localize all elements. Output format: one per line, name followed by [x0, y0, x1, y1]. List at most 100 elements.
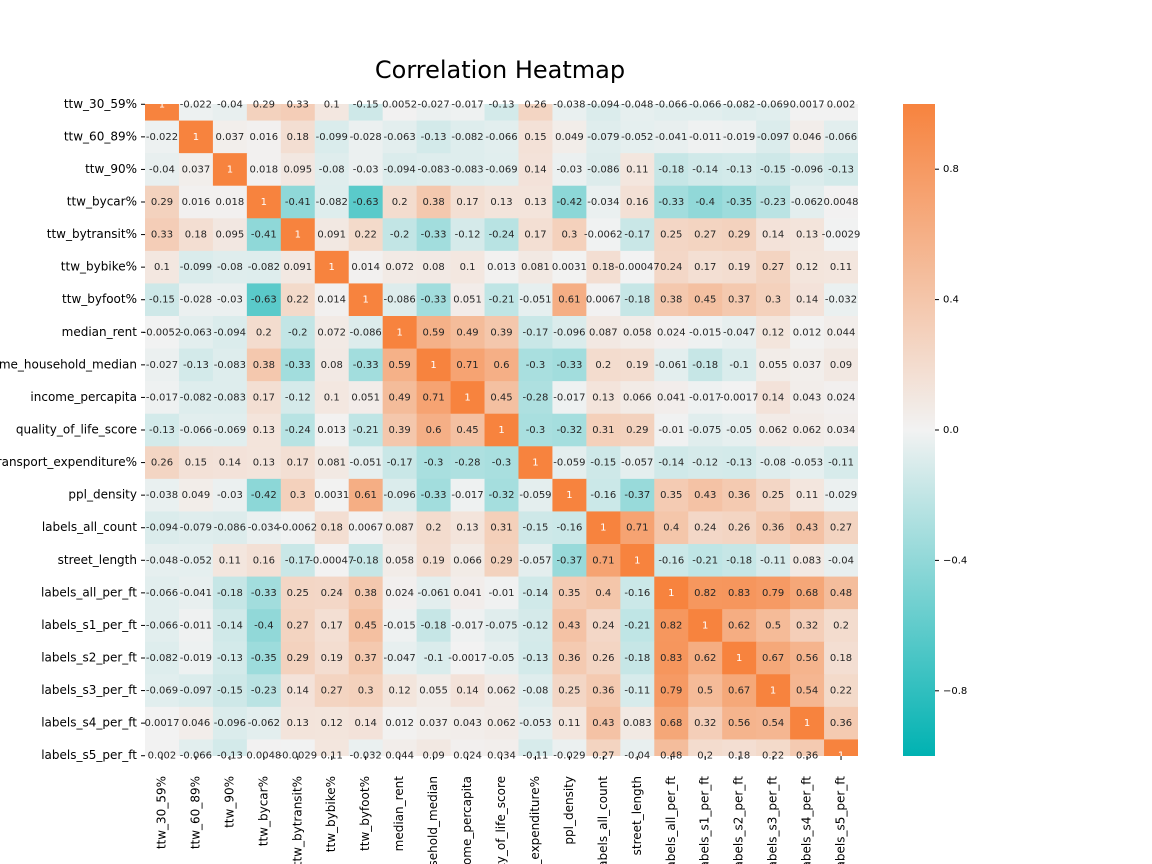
- cell-label: -0.053: [791, 458, 823, 469]
- cell-label: -0.16: [624, 588, 650, 599]
- cell-label: 0.27: [321, 686, 343, 697]
- cell-label: -0.33: [556, 360, 582, 371]
- cell-label: -0.13: [489, 99, 515, 110]
- heatmap-cell: [586, 250, 621, 284]
- cell-label: 0.11: [830, 262, 852, 273]
- heatmap-cell: [518, 104, 553, 122]
- cell-label: 0.08: [321, 360, 343, 371]
- heatmap-cell: [824, 381, 858, 415]
- cell-label: -0.096: [553, 327, 585, 338]
- cell-label: -0.099: [180, 262, 212, 273]
- heatmap-cell: [722, 218, 757, 252]
- heatmap-cell: [416, 478, 452, 512]
- cell-label: 1: [363, 295, 369, 306]
- heatmap-cell: [178, 185, 214, 219]
- cell-label: 0.041: [453, 588, 482, 599]
- cell-label: 0.48: [830, 588, 852, 599]
- cell-label: 0.043: [453, 718, 482, 729]
- heatmap-cell: [280, 478, 316, 512]
- heatmap-cell: [450, 381, 486, 415]
- cell-label: 0.17: [321, 620, 343, 631]
- heatmap-cell: [756, 511, 791, 545]
- heatmap-cell: [654, 348, 689, 382]
- heatmap-cell: [382, 576, 418, 610]
- heatmap-cell: [246, 609, 282, 643]
- heatmap-cell: [484, 706, 519, 740]
- colorbar-tick-label: −0.4: [943, 555, 967, 566]
- cell-label: -0.082: [451, 132, 483, 143]
- heatmap-cell: [348, 478, 384, 512]
- heatmap-cell: [552, 609, 587, 643]
- heatmap-cell: [518, 153, 553, 187]
- cell-label: -0.11: [624, 686, 650, 697]
- cell-label: 0.049: [555, 132, 584, 143]
- heatmap-cell: [518, 348, 553, 382]
- cell-label: 1: [634, 555, 640, 566]
- heatmap-cell: [722, 316, 757, 350]
- cell-label: 0.22: [287, 295, 309, 306]
- cell-label: 0.6: [494, 360, 510, 371]
- cell-label: 0.18: [185, 230, 207, 241]
- heatmap-cell: [552, 250, 587, 284]
- x-tick-label: labels_all_per_ft: [664, 776, 678, 864]
- cell-label: -0.069: [757, 99, 789, 110]
- heatmap-cell: [178, 413, 214, 447]
- heatmap-cell: [586, 478, 621, 512]
- x-tick-label: labels_s3_per_ft: [766, 776, 780, 864]
- cell-label: 0.046: [793, 132, 822, 143]
- heatmap-cell: [586, 576, 621, 610]
- heatmap-cell: [280, 316, 316, 350]
- cell-label: 0.12: [796, 262, 818, 273]
- cell-label: 0.14: [796, 295, 818, 306]
- heatmap-cell: [280, 576, 316, 610]
- heatmap-cell: [824, 511, 858, 545]
- cell-label: -0.059: [553, 458, 585, 469]
- heatmap-cell: [654, 413, 689, 447]
- cell-label: -0.017: [146, 392, 178, 403]
- heatmap-cell: [790, 511, 825, 545]
- heatmap-cell: [382, 609, 418, 643]
- heatmap-cell: [246, 153, 282, 187]
- heatmap-cell: [552, 739, 587, 756]
- heatmap-cell: [790, 218, 825, 252]
- cell-label: -0.18: [658, 164, 684, 175]
- heatmap-cell: [654, 641, 689, 675]
- heatmap-cell: [620, 446, 655, 480]
- cell-label: -0.13: [726, 164, 752, 175]
- cell-label: -0.18: [353, 555, 379, 566]
- heatmap-cell: [416, 104, 452, 122]
- heatmap-cell: [654, 478, 689, 512]
- heatmap-cell: [586, 446, 621, 480]
- heatmap-cell: [280, 544, 316, 578]
- heatmap-cell: [722, 478, 757, 512]
- heatmap-cell: [484, 413, 519, 447]
- heatmap-cell: [450, 674, 486, 708]
- heatmap-cell: [212, 706, 248, 740]
- heatmap-cell: [145, 609, 180, 643]
- y-tick-label: ttw_30_59%: [64, 97, 137, 111]
- heatmap-cell: [145, 316, 180, 350]
- heatmap-cell: [518, 641, 553, 675]
- cell-label: 0.4: [663, 523, 679, 534]
- cell-label: -0.33: [353, 360, 379, 371]
- cell-label: -0.63: [251, 295, 277, 306]
- heatmap-cell: [246, 185, 282, 219]
- cell-label: 0.19: [422, 555, 444, 566]
- heatmap-cell: [756, 446, 791, 480]
- cell-label: -0.63: [353, 197, 379, 208]
- heatmap-cell: [518, 120, 553, 154]
- x-tick-label: ttw_30_59%: [154, 776, 168, 849]
- cell-label: 0.17: [524, 230, 546, 241]
- cell-label: -0.053: [519, 718, 551, 729]
- cell-label: -0.08: [319, 164, 345, 175]
- cell-label: 1: [566, 490, 572, 501]
- heatmap-cell: [178, 381, 214, 415]
- heatmap-cell: [212, 283, 248, 317]
- cell-label: 0.1: [154, 262, 170, 273]
- colorbar: [903, 104, 935, 756]
- cell-label: 0.11: [558, 718, 580, 729]
- cell-label: 0.54: [762, 718, 784, 729]
- cell-label: 0.26: [524, 99, 546, 110]
- heatmap-cell: [280, 413, 316, 447]
- heatmap-cell: [790, 120, 825, 154]
